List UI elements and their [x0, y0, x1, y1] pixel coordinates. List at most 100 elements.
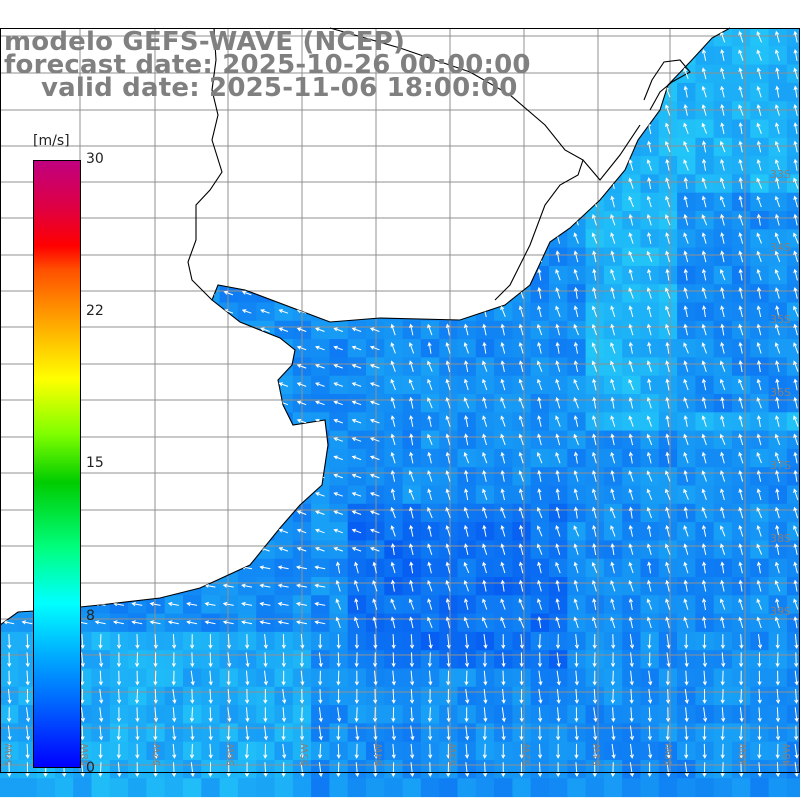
colorbar: [33, 160, 81, 768]
wind-arrow: [94, 620, 106, 625]
wind-arrow: [518, 543, 524, 556]
wind-arrow: [80, 762, 85, 778]
wind-arrow: [757, 652, 762, 668]
wind-arrow: [172, 725, 177, 741]
wind-arrow: [665, 688, 671, 704]
wind-arrow: [483, 762, 488, 778]
wind-arrow: [591, 488, 597, 501]
latitude-label: 38S: [770, 532, 791, 545]
wind-arrow: [683, 103, 688, 116]
wind-arrow: [592, 506, 597, 519]
wind-arrow: [738, 213, 744, 226]
wind-arrow: [25, 652, 30, 668]
wind-arrow: [774, 104, 780, 116]
wind-arrow: [153, 762, 158, 778]
wind-arrow: [738, 652, 744, 668]
wind-arrow: [647, 268, 652, 281]
wind-arrow: [369, 364, 380, 369]
wind-speed-cell: [658, 778, 678, 798]
wind-arrow: [189, 707, 195, 723]
wind-speed-cell: [128, 778, 147, 798]
wind-arrow: [665, 396, 670, 409]
wind-arrow: [666, 652, 671, 668]
wind-arrow: [518, 305, 524, 318]
wind-arrow: [369, 547, 380, 552]
wind-arrow: [683, 598, 689, 610]
wind-arrow: [190, 652, 195, 668]
wind-arrow: [793, 85, 798, 98]
wind-arrow: [536, 323, 543, 336]
wind-arrow: [555, 360, 561, 372]
wind-arrow: [592, 396, 597, 409]
wind-arrow: [464, 634, 470, 650]
wind-arrow: [684, 652, 689, 668]
wind-arrow: [427, 323, 433, 336]
wind-arrow: [446, 652, 451, 668]
wind-arrow: [774, 195, 781, 208]
wind-arrow: [720, 286, 725, 299]
wind-arrow: [592, 415, 597, 427]
wind-arrow: [683, 415, 688, 427]
wind-arrow: [208, 634, 213, 650]
wind-arrow: [427, 524, 432, 537]
wind-arrow: [573, 341, 578, 354]
wind-arrow: [665, 616, 670, 629]
wind-arrow: [702, 305, 707, 318]
wind-arrow: [774, 323, 780, 336]
wind-arrow: [135, 725, 140, 741]
wind-arrow: [610, 688, 616, 704]
wind-arrow: [464, 707, 469, 723]
wind-arrow: [610, 342, 616, 354]
wind-arrow: [702, 743, 707, 759]
wind-arrow: [354, 707, 359, 723]
wind-arrow: [756, 122, 762, 134]
wind-arrow: [98, 725, 104, 741]
wind-arrow: [390, 598, 396, 610]
wind-arrow: [536, 506, 543, 519]
wind-speed-cell: [567, 778, 587, 798]
wind-arrow: [628, 506, 633, 519]
wind-arrow: [518, 415, 524, 427]
wind-arrow: [793, 579, 798, 592]
wind-arrow: [738, 360, 743, 373]
wind-arrow: [483, 670, 488, 686]
wind-arrow: [445, 579, 451, 592]
wind-arrow: [281, 652, 286, 668]
wind-arrow: [427, 341, 432, 354]
wind-speed-cell: [786, 650, 800, 669]
wind-arrow: [720, 743, 725, 759]
wind-arrow: [683, 378, 689, 391]
wind-arrow: [775, 598, 780, 610]
wind-arrow: [665, 561, 670, 574]
wind-arrow: [738, 616, 744, 629]
wind-arrow: [391, 688, 396, 704]
wind-arrow: [611, 743, 616, 759]
wind-arrow: [793, 158, 798, 171]
wind-arrow: [573, 488, 579, 501]
wind-arrow: [775, 213, 780, 226]
wind-arrow: [775, 524, 780, 537]
wind-arrow: [333, 473, 343, 479]
wind-arrow: [684, 634, 689, 650]
wind-speed-cell: [183, 778, 202, 798]
wind-arrow: [684, 743, 689, 759]
longitude-labels: 59W 58W 57W 56W 55W 54W 53W 52W 51W 50W 49W 48W: [4, 743, 793, 766]
wind-arrow: [738, 195, 743, 208]
wind-arrow: [463, 524, 469, 537]
wind-speed-cell: [786, 137, 800, 157]
wind-arrow: [6, 743, 12, 759]
wind-arrow: [80, 652, 85, 668]
wind-arrow: [719, 140, 726, 153]
wind-arrow: [190, 634, 195, 650]
wind-arrow: [445, 342, 451, 354]
wind-arrow: [793, 616, 798, 629]
wind-arrow: [390, 415, 396, 427]
wind-arrow: [719, 378, 726, 391]
wind-arrow: [518, 342, 524, 354]
wind-arrow: [611, 634, 616, 650]
wind-arrow: [446, 670, 451, 686]
wind-arrow: [628, 597, 633, 610]
wind-arrow: [318, 670, 323, 686]
wind-arrow: [354, 561, 359, 574]
wind-arrow: [409, 579, 414, 592]
